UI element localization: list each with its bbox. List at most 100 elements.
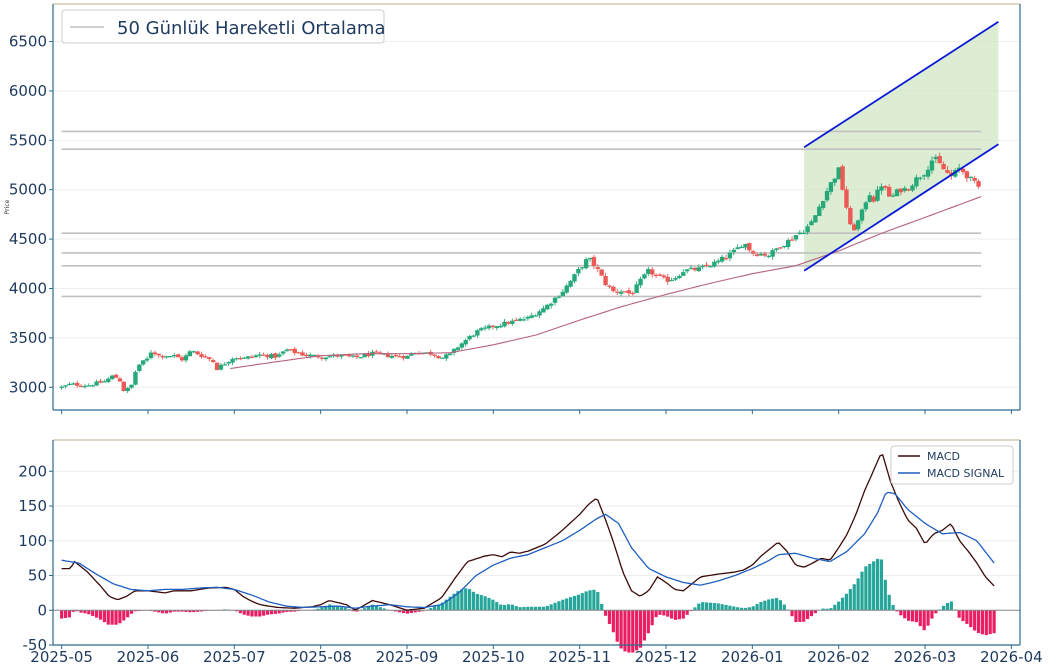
x-tick-label: 2025-09 (376, 648, 439, 666)
candle-body (440, 357, 445, 359)
macd-histogram-bar (685, 610, 689, 615)
candle-body (273, 353, 278, 358)
candle-body (696, 267, 702, 272)
macd-histogram-bar (712, 603, 716, 611)
macd-histogram-bar (973, 610, 977, 631)
macd-histogram-bar (747, 607, 751, 611)
candle-body (782, 245, 787, 248)
candle-body (207, 357, 212, 360)
macd-histogram-bar (324, 605, 328, 611)
macd-histogram-bar (95, 610, 99, 618)
candle-body (444, 354, 449, 359)
candle-body (311, 354, 317, 357)
candle-body (956, 167, 962, 170)
macd-histogram-bar (281, 610, 285, 613)
macd-histogram-bar (444, 599, 448, 611)
candle-body (723, 258, 729, 260)
macd-histogram-bar (572, 595, 577, 611)
candle-body (144, 358, 150, 361)
macd-y-tick-label: 100 (18, 532, 47, 550)
candle-body (785, 240, 791, 248)
macd-histogram-bar (969, 610, 973, 628)
candle-body (238, 358, 243, 360)
candle-body (630, 292, 635, 295)
macd-histogram-bar (456, 591, 460, 611)
macd-histogram-bar (320, 607, 324, 611)
candle-body (498, 325, 503, 328)
macd-y-tick-label: 0 (37, 601, 47, 619)
candle-body (599, 269, 604, 276)
macd-histogram-bar (87, 610, 91, 615)
macd-histogram-bar (844, 593, 849, 611)
macd-histogram-bar (67, 610, 72, 618)
candle-body (747, 243, 752, 251)
macd-histogram-bar (809, 610, 814, 617)
candle-body (832, 178, 838, 183)
macd-histogram-bar (417, 610, 421, 612)
macd-histogram-bar (537, 606, 542, 611)
candle-body (288, 349, 294, 351)
macd-histogram-bar (366, 606, 371, 611)
candle-body (607, 285, 612, 287)
macd-histogram-bar (751, 606, 755, 611)
candle-body (378, 352, 383, 354)
candle-body (638, 278, 643, 286)
candle-body (708, 266, 713, 268)
candle-body (879, 186, 884, 191)
candle-body (249, 356, 255, 358)
macd-histogram-bar (285, 610, 289, 612)
candle-body (875, 189, 880, 201)
candle-body (494, 326, 499, 329)
price-y-tick-label: 5500 (9, 131, 47, 149)
macd-histogram-bar (883, 579, 887, 611)
candle-body (292, 348, 297, 354)
macd-histogram-bar (71, 610, 75, 612)
macd-histogram-bar (242, 610, 246, 615)
macd-histogram-bar (83, 610, 87, 614)
candle-body (106, 378, 111, 383)
candle-body (148, 352, 154, 359)
macd-histogram-bar (638, 610, 643, 648)
macd-histogram-bar (650, 610, 654, 626)
x-tick-label: 2025-12 (635, 648, 698, 666)
macd-histogram-bar (918, 610, 922, 627)
candle-body (152, 352, 158, 355)
macd-histogram-bar (409, 610, 413, 614)
macd-histogram-bar (487, 597, 491, 611)
candle-body (766, 255, 771, 257)
macd-histogram-bar (258, 610, 262, 617)
macd-histogram-bar (506, 604, 511, 611)
macd-histogram-bar (499, 604, 503, 611)
candle-body (587, 258, 593, 260)
candle-body (346, 354, 352, 357)
x-tick-label: 2025-05 (30, 648, 93, 666)
macd-histogram-bar (767, 599, 771, 611)
candle-body (71, 383, 76, 385)
candle-body (677, 275, 682, 278)
macd-histogram-bar (658, 610, 662, 615)
macd-legend-box (890, 445, 1014, 485)
macd-histogram-bar (821, 608, 825, 611)
macd-histogram-bar (250, 610, 254, 617)
candle-body (622, 291, 628, 293)
macd-histogram-bar (448, 596, 452, 611)
macd-histogram-bar (716, 603, 720, 611)
candle-body (350, 355, 356, 357)
candle-body (681, 272, 686, 276)
macd-panel: -50 0 50 100 150 200 2025-05 2025-06 2025-07 2025… (18, 439, 1043, 666)
macd-y-tick-label: 50 (28, 567, 47, 585)
candle-body (319, 357, 325, 359)
candle-body (576, 269, 581, 274)
macd-histogram-bar (984, 610, 988, 636)
candle-body (63, 385, 68, 387)
candle-body (230, 358, 235, 363)
candle-body (859, 209, 865, 221)
candle-body (545, 304, 550, 310)
candle-body (591, 257, 597, 267)
macd-histogram-bar (739, 607, 744, 611)
macd-histogram-bar (930, 610, 934, 619)
macd-histogram-bar (328, 604, 332, 611)
macd-histogram-bar (681, 610, 685, 619)
candle-body (964, 171, 970, 179)
candle-body (98, 380, 103, 383)
